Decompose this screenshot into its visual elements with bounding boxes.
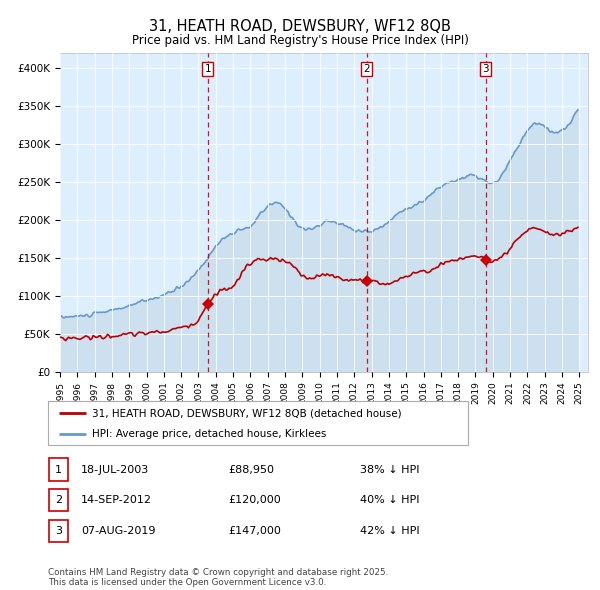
FancyBboxPatch shape — [49, 520, 68, 542]
Text: 1: 1 — [55, 465, 62, 474]
Text: 3: 3 — [482, 64, 489, 74]
Text: 1: 1 — [205, 64, 211, 74]
Text: 3: 3 — [55, 526, 62, 536]
Text: £120,000: £120,000 — [228, 496, 281, 505]
Text: 40% ↓ HPI: 40% ↓ HPI — [360, 496, 419, 505]
Text: £147,000: £147,000 — [228, 526, 281, 536]
Text: 2: 2 — [363, 64, 370, 74]
Text: 31, HEATH ROAD, DEWSBURY, WF12 8QB (detached house): 31, HEATH ROAD, DEWSBURY, WF12 8QB (deta… — [92, 408, 402, 418]
Text: 07-AUG-2019: 07-AUG-2019 — [81, 526, 155, 536]
Text: 2: 2 — [55, 496, 62, 505]
Text: Contains HM Land Registry data © Crown copyright and database right 2025.
This d: Contains HM Land Registry data © Crown c… — [48, 568, 388, 587]
Text: HPI: Average price, detached house, Kirklees: HPI: Average price, detached house, Kirk… — [92, 428, 326, 438]
FancyBboxPatch shape — [49, 458, 68, 481]
Text: 18-JUL-2003: 18-JUL-2003 — [81, 465, 149, 474]
FancyBboxPatch shape — [48, 401, 468, 445]
Text: 38% ↓ HPI: 38% ↓ HPI — [360, 465, 419, 474]
Text: 31, HEATH ROAD, DEWSBURY, WF12 8QB: 31, HEATH ROAD, DEWSBURY, WF12 8QB — [149, 19, 451, 34]
FancyBboxPatch shape — [49, 489, 68, 512]
Text: 14-SEP-2012: 14-SEP-2012 — [81, 496, 152, 505]
Text: 42% ↓ HPI: 42% ↓ HPI — [360, 526, 419, 536]
Text: Price paid vs. HM Land Registry's House Price Index (HPI): Price paid vs. HM Land Registry's House … — [131, 34, 469, 47]
Text: £88,950: £88,950 — [228, 465, 274, 474]
